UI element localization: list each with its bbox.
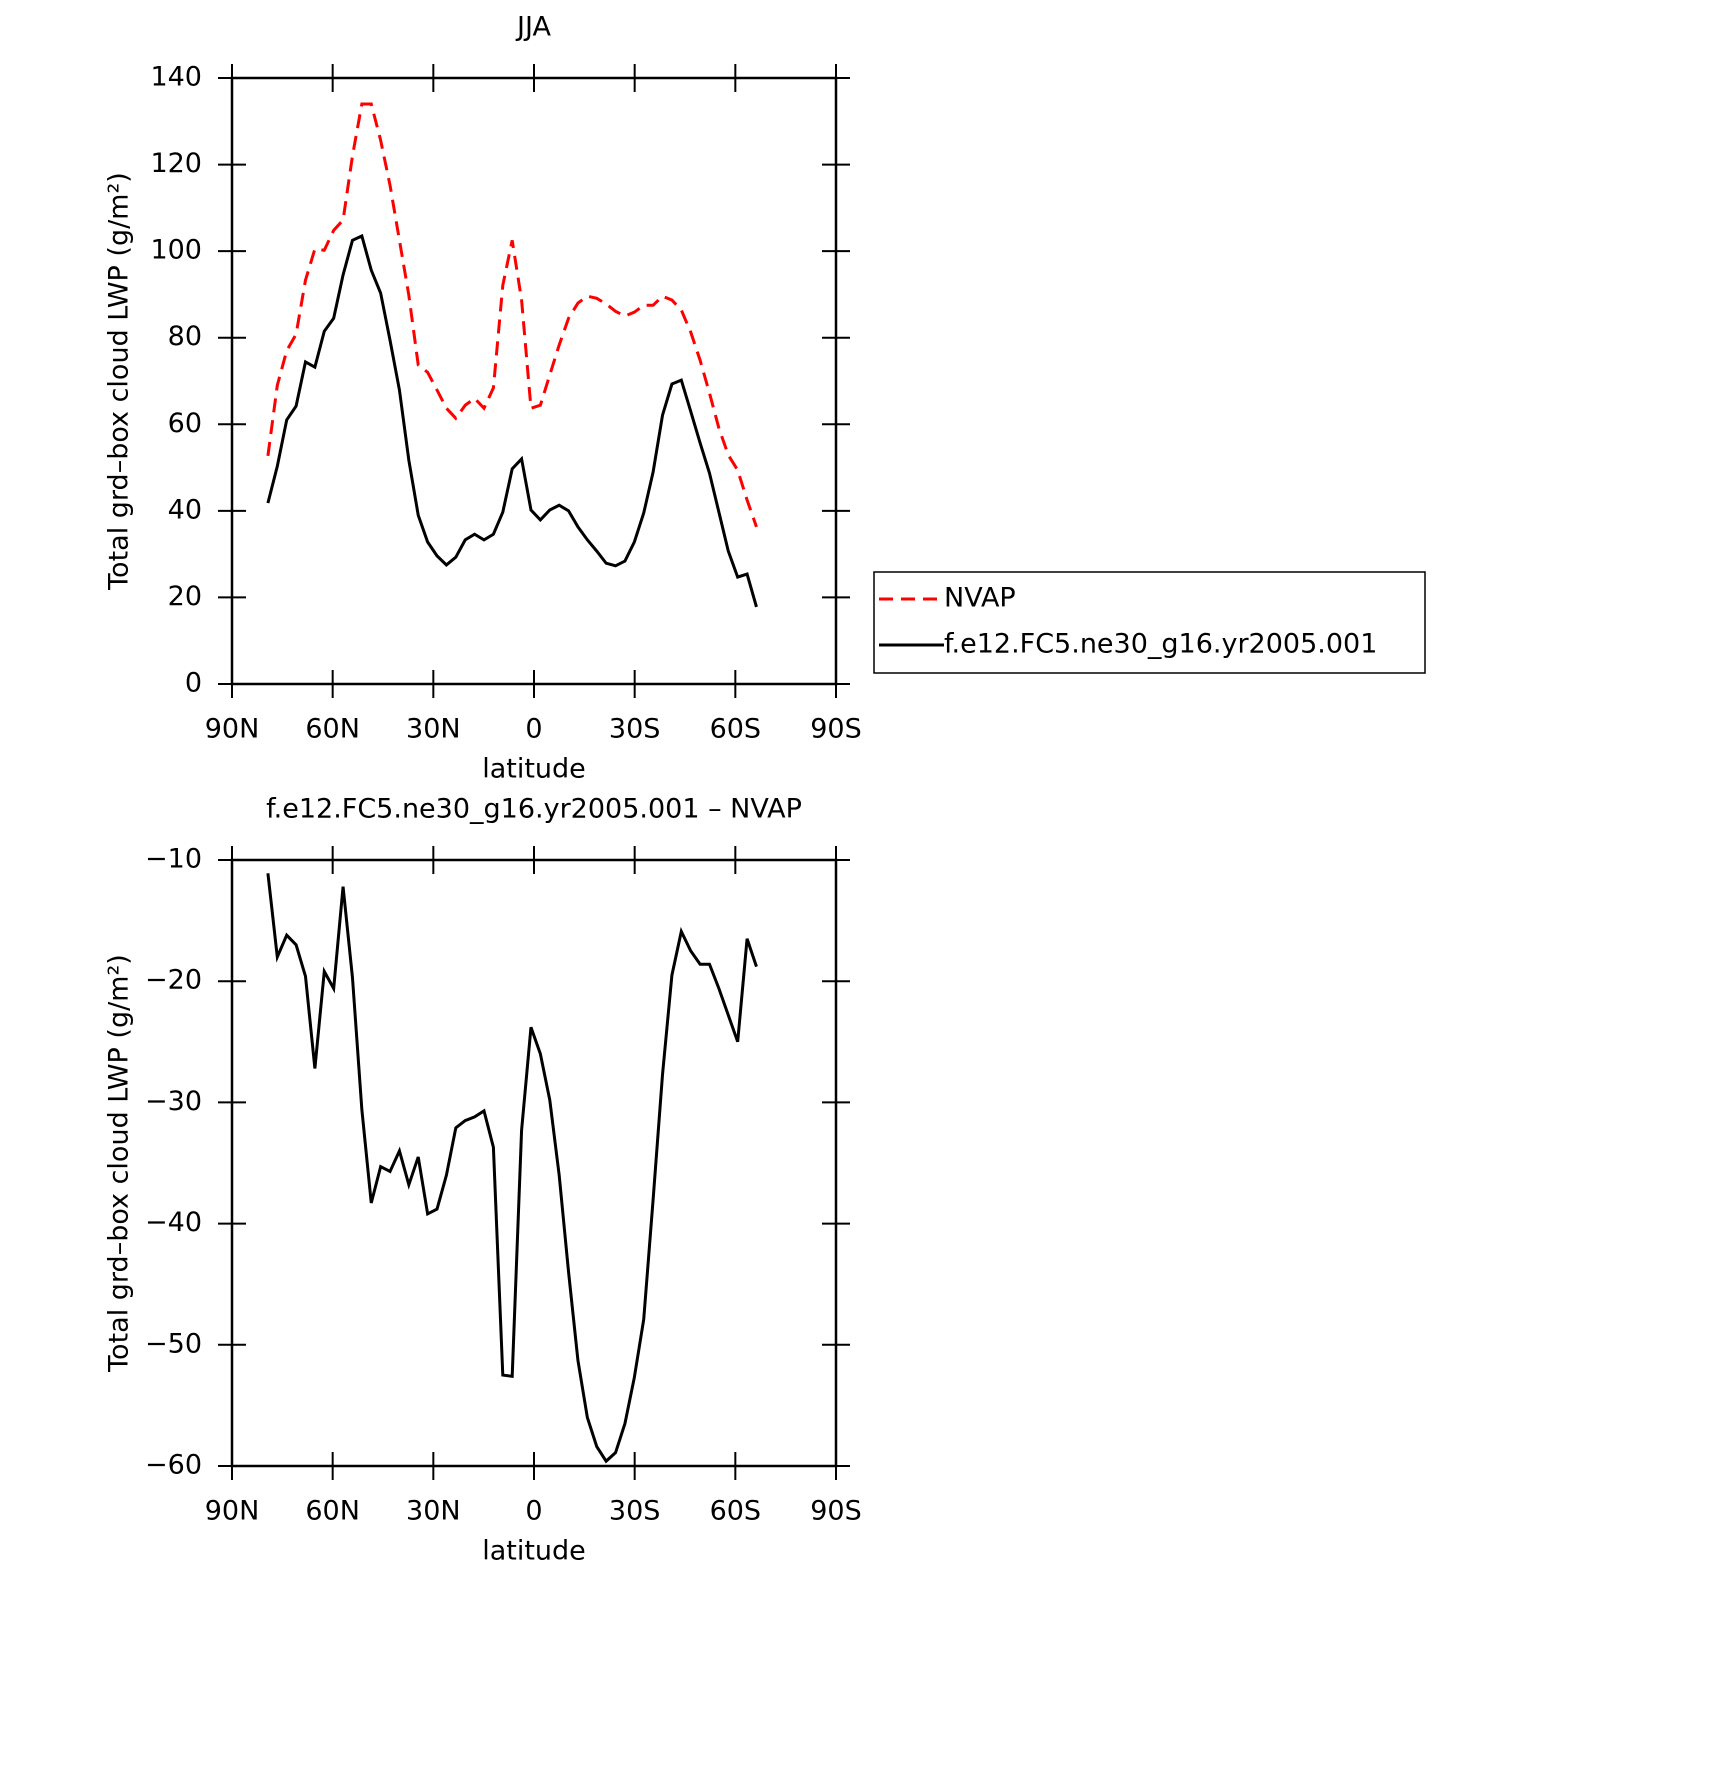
x-tick-label: 60S	[710, 1496, 762, 1527]
y-tick-label: 80	[168, 321, 202, 352]
plot-frame	[230, 76, 838, 686]
y-tick-label: −30	[145, 1086, 202, 1117]
x-tick-label: 90S	[810, 1496, 862, 1527]
x-axis-label: latitude	[482, 754, 586, 785]
data-line	[266, 233, 758, 608]
y-tick-label: 20	[168, 581, 202, 612]
y-tick-label: 100	[150, 235, 202, 266]
x-tick-label: 30N	[406, 1496, 461, 1527]
x-tick-label: 90N	[205, 1496, 260, 1527]
x-tick-label: 60N	[305, 714, 360, 745]
x-tick-label: 0	[525, 714, 542, 745]
x-tick-label: 30S	[609, 1496, 661, 1527]
y-tick-label: −20	[145, 965, 202, 996]
data-line	[266, 102, 758, 528]
legend-label: NVAP	[944, 583, 1016, 614]
x-tick-label: 0	[525, 1496, 542, 1527]
y-tick-label: 140	[150, 62, 202, 93]
y-tick-label: 60	[168, 408, 202, 439]
chart-title: JJA	[515, 12, 551, 43]
y-tick-label: −40	[145, 1207, 202, 1238]
plot-frame	[230, 858, 838, 1468]
legend-box	[873, 571, 1426, 674]
y-tick-label: −60	[145, 1450, 202, 1481]
x-tick-label: 90N	[205, 714, 260, 745]
x-tick-label: 60N	[305, 1496, 360, 1527]
y-axis-label: Total grd–box cloud LWP (g/m²)	[104, 954, 135, 1373]
y-tick-label: −50	[145, 1328, 202, 1359]
x-tick-label: 30N	[406, 714, 461, 745]
x-tick-label: 60S	[710, 714, 762, 745]
y-tick-label: −10	[145, 844, 202, 875]
chart-title: f.e12.FC5.ne30_g16.yr2005.001 – NVAP	[266, 794, 802, 825]
legend-label: f.e12.FC5.ne30_g16.yr2005.001	[944, 629, 1377, 660]
y-tick-label: 0	[185, 668, 202, 699]
x-tick-label: 90S	[810, 714, 862, 745]
y-tick-label: 120	[150, 148, 202, 179]
y-tick-label: 40	[168, 494, 202, 525]
y-axis-label: Total grd–box cloud LWP (g/m²)	[104, 172, 135, 591]
data-line	[266, 873, 758, 1464]
x-axis-label: latitude	[482, 1536, 586, 1567]
x-tick-label: 30S	[609, 714, 661, 745]
